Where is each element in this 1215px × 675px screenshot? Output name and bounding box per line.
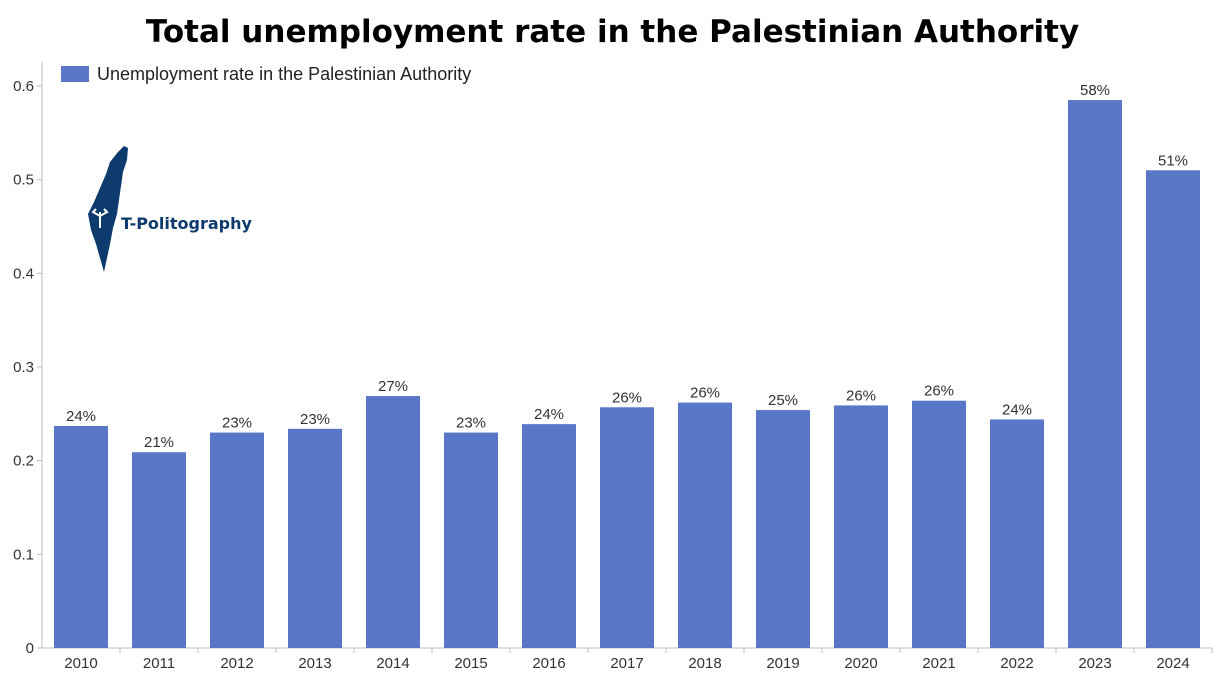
x-tick-label: 2019 [766,655,799,672]
legend: Unemployment rate in the Palestinian Aut… [61,64,471,84]
data-label: 58% [1080,82,1110,99]
data-label: 23% [456,415,486,432]
bar [678,402,732,648]
data-label: 25% [768,392,798,409]
x-tick-label: 2013 [298,655,331,672]
x-tick-label: 2010 [64,655,97,672]
x-tick-label: 2012 [220,655,253,672]
data-label: 26% [924,383,954,400]
legend-label: Unemployment rate in the Palestinian Aut… [97,64,471,84]
bar [912,400,966,648]
bar [600,407,654,648]
data-label: 21% [144,434,174,451]
data-labels: 24% 21% 23% 23% 27% 23% 24% 26% 26% 25% 26% 26% 24% 5… [66,82,1188,451]
bar [288,428,342,648]
bar [366,396,420,648]
x-tick-label: 2015 [454,655,487,672]
x-tick-label: 2016 [532,655,565,672]
x-tick-label: 2021 [922,655,955,672]
y-tick-label: 0.4 [13,265,34,282]
bar [522,424,576,648]
data-label: 24% [66,408,96,425]
x-tick-label: 2023 [1078,655,1111,672]
logo: T-Politography [88,146,253,272]
legend-swatch [61,66,89,82]
y-tick-label: 0.3 [13,359,34,376]
data-label: 26% [612,389,642,406]
bar [54,426,108,648]
x-tick-label: 2020 [844,655,877,672]
x-tick-label: 2017 [610,655,643,672]
data-label: 51% [1158,152,1188,169]
data-label: 23% [300,411,330,428]
signpost-icon [91,208,109,228]
y-tick-label: 0.2 [13,453,34,470]
data-label: 26% [846,387,876,404]
x-tick-label: 2024 [1156,655,1189,672]
y-tick-label: 0.1 [13,546,34,563]
data-label: 27% [378,378,408,395]
bar [756,410,810,648]
y-tick-labels: 0 0.1 0.2 0.3 0.4 0.5 0.6 [13,78,34,657]
bar [1068,100,1122,649]
data-label: 24% [1002,401,1032,418]
chart-title: Total unemployment rate in the Palestini… [145,14,1080,50]
map-logo-icon [88,146,128,272]
y-tick-label: 0 [26,640,34,657]
bars [54,100,1200,649]
data-label: 26% [690,385,720,402]
x-tick-label: 2018 [688,655,721,672]
logo-text: T-Politography [121,214,253,233]
data-label: 23% [222,415,252,432]
x-tick-labels: 2010 2011 2012 2013 2014 2015 2016 2017 2018 2019… [64,655,1189,672]
bar [210,432,264,648]
data-label: 24% [534,406,564,423]
x-tick-label: 2011 [143,655,175,672]
bar [1146,170,1200,649]
bar [132,452,186,648]
bar [834,405,888,648]
y-tick-label: 0.6 [13,78,34,95]
x-tick-label: 2022 [1000,655,1033,672]
bar [444,432,498,648]
x-tick-label: 2014 [376,655,409,672]
y-tick-label: 0.5 [13,172,34,189]
bar [990,419,1044,648]
